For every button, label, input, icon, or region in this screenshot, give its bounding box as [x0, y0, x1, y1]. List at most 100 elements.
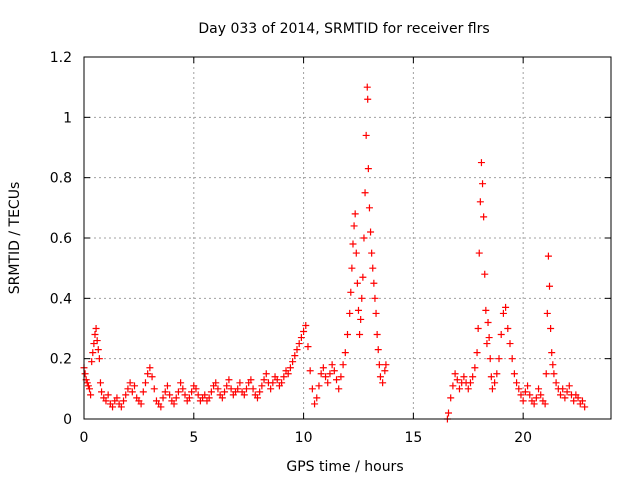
data-point [360, 234, 368, 242]
y-tick-label: 0.6 [50, 231, 72, 247]
x-tick-label: 20 [514, 430, 532, 446]
data-point [81, 370, 89, 378]
data-point [341, 349, 349, 357]
data-point [161, 388, 169, 396]
data-point [221, 388, 229, 396]
data-point [363, 83, 371, 91]
data-point [371, 294, 379, 302]
data-point [361, 189, 369, 197]
data-point [93, 337, 101, 345]
data-point [376, 373, 384, 381]
data-point [354, 306, 362, 314]
data-point [269, 379, 277, 387]
data-point [311, 400, 319, 408]
y-tick-label: 0.8 [50, 171, 72, 187]
data-point [541, 400, 549, 408]
data-point [256, 388, 264, 396]
data-point [247, 376, 255, 384]
data-point [508, 355, 516, 363]
data-point [249, 385, 257, 393]
chart-title: Day 033 of 2014, SRMTID for receiver flr… [198, 21, 489, 37]
data-point [356, 331, 364, 339]
data-point [526, 391, 534, 399]
data-point [497, 331, 505, 339]
data-point [302, 321, 310, 329]
data-point [549, 361, 557, 369]
data-point [141, 379, 149, 387]
data-point [242, 385, 250, 393]
data-point [188, 388, 196, 396]
data-point [94, 346, 102, 354]
data-point [306, 367, 314, 375]
data-point [139, 388, 147, 396]
data-point [550, 370, 558, 378]
x-tick-label: 15 [404, 430, 422, 446]
data-point [90, 340, 98, 348]
data-point [510, 370, 518, 378]
data-point [181, 391, 189, 399]
data-point [319, 364, 327, 372]
data-point [83, 379, 91, 387]
data-point [205, 394, 213, 402]
data-point [364, 95, 372, 103]
data-point [157, 403, 165, 411]
data-point [480, 213, 488, 221]
data-point [464, 385, 472, 393]
data-point [484, 318, 492, 326]
data-point [368, 249, 376, 257]
data-point [524, 382, 532, 390]
data-point [373, 331, 381, 339]
data-point [543, 309, 551, 317]
data-point [322, 373, 330, 381]
data-point [278, 379, 286, 387]
grid-lines [84, 57, 611, 419]
data-point [473, 349, 481, 357]
y-tick-label: 0.4 [50, 291, 72, 307]
data-point [493, 370, 501, 378]
data-point [102, 397, 110, 405]
data-point [223, 382, 231, 390]
data-point [563, 388, 571, 396]
data-point [335, 385, 343, 393]
data-point [267, 385, 275, 393]
data-point [445, 409, 453, 417]
data-point [339, 361, 347, 369]
data-point [273, 376, 281, 384]
data-point [117, 403, 125, 411]
data-point [369, 264, 377, 272]
data-point [372, 309, 380, 317]
data-point [495, 355, 503, 363]
data-point [330, 367, 338, 375]
data-point [137, 400, 145, 408]
data-point [574, 394, 582, 402]
data-point [561, 394, 569, 402]
data-point [194, 391, 202, 399]
data-point [317, 370, 325, 378]
data-point [491, 379, 499, 387]
data-point [280, 373, 288, 381]
data-point [337, 373, 345, 381]
data-point [460, 373, 468, 381]
data-point [466, 379, 474, 387]
data-point [544, 252, 552, 260]
data-point [87, 391, 95, 399]
data-point [185, 394, 193, 402]
data-point [347, 288, 355, 296]
data-point [375, 361, 383, 369]
data-point [471, 364, 479, 372]
y-tick-label: 0 [63, 412, 72, 428]
data-point [212, 379, 220, 387]
data-point [253, 394, 261, 402]
data-point [506, 340, 514, 348]
data-point [542, 370, 550, 378]
data-point [486, 355, 494, 363]
data-point [346, 309, 354, 317]
data-point [547, 325, 555, 332]
data-point [122, 391, 130, 399]
data-point [532, 394, 540, 402]
data-point [313, 394, 321, 402]
data-point [170, 400, 178, 408]
data-point [379, 379, 387, 387]
data-point [262, 370, 270, 378]
